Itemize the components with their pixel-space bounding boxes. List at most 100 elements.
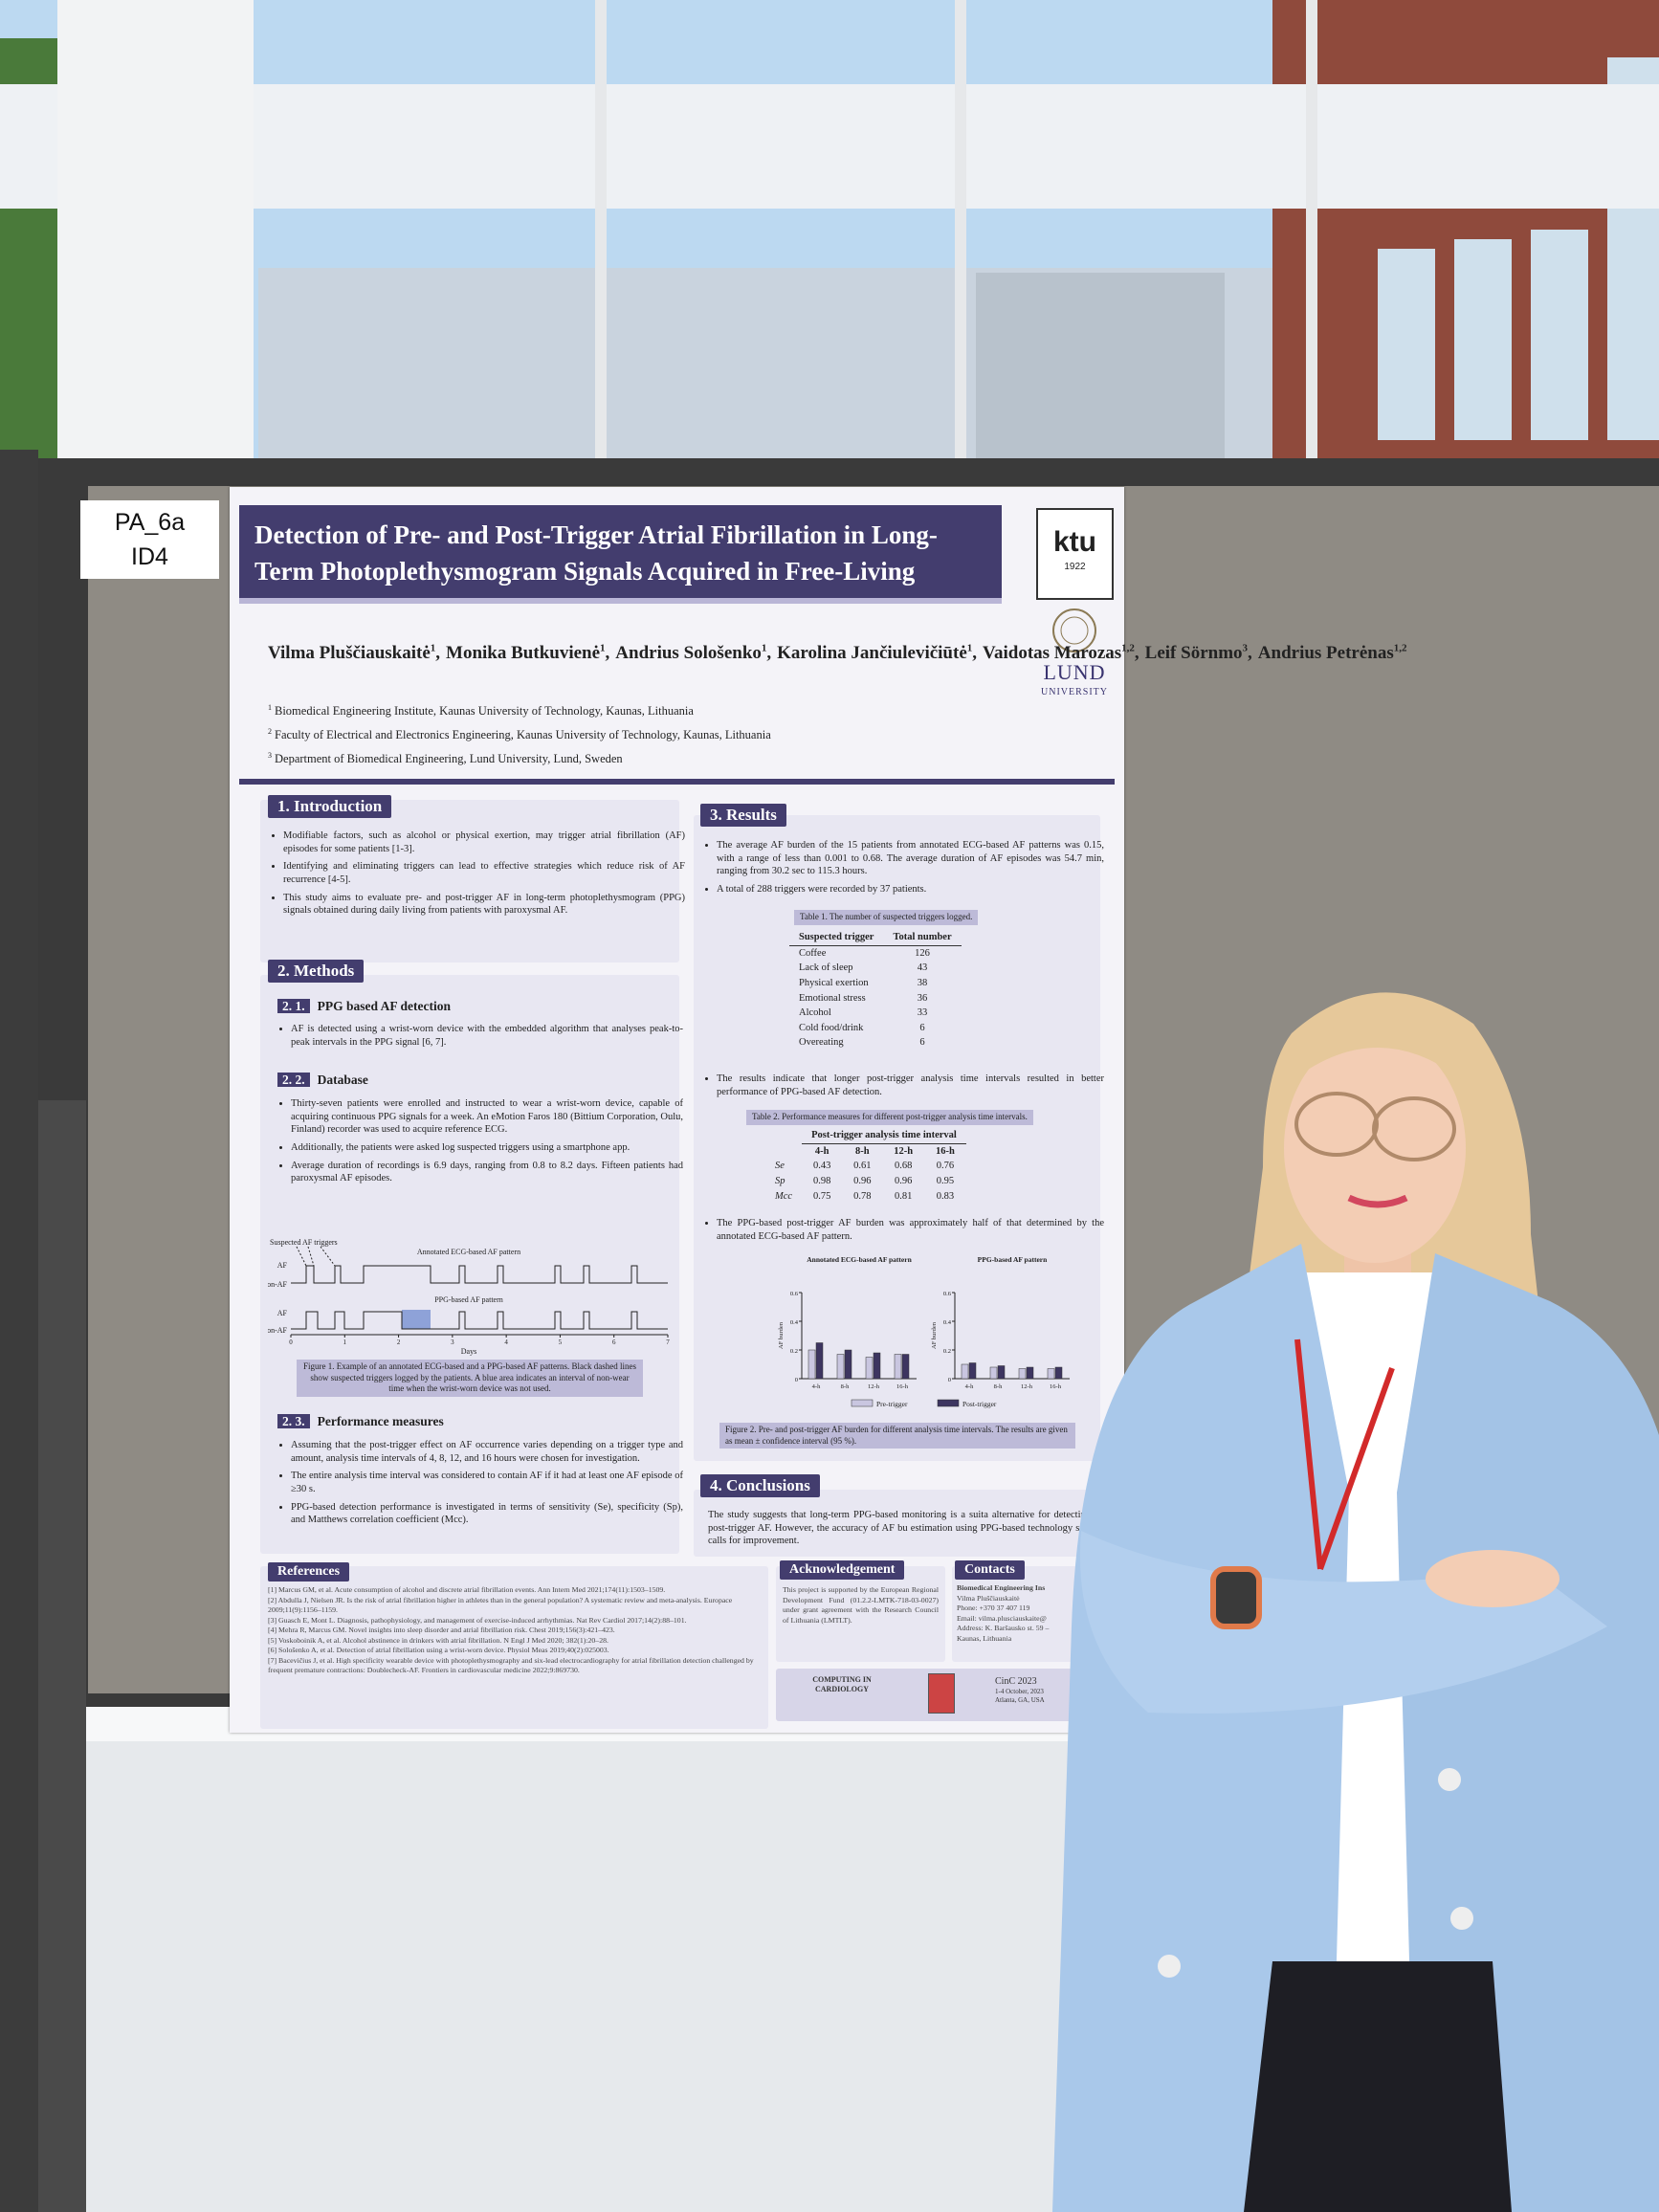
results-list: The PPG-based post-trigger AF burden was…	[703, 1217, 1104, 1248]
panel-title: Annotated ECG-based AF pattern	[807, 1255, 912, 1264]
logo-text: LUND	[1043, 659, 1106, 684]
label-line: ID4	[131, 543, 168, 570]
logo-year: 1922	[1064, 562, 1086, 572]
table-cell: 0.98	[812, 1175, 831, 1186]
table-cell: Alcohol	[799, 1007, 831, 1019]
x-tick-label: 12-h	[1021, 1383, 1033, 1390]
author-name: Vilma Pluščiauskaitė	[268, 643, 431, 664]
author: Monika Butkuvienė1,	[446, 643, 609, 663]
section-heading: 3. Results	[700, 804, 786, 828]
bar	[865, 1357, 874, 1380]
author-name: Leif Sörnmo	[1144, 643, 1243, 664]
bar	[873, 1352, 881, 1380]
contact-line: Phone: +370 37 407 119	[957, 1604, 1030, 1613]
sub-number: 2. 1.	[277, 999, 310, 1013]
table-cell: 43	[917, 962, 928, 974]
subheading: 2. 2. Database	[277, 1072, 368, 1089]
table-row: Se 0.43 0.61 0.68 0.76	[765, 1159, 966, 1174]
table-cell: 0.75	[812, 1190, 831, 1202]
separator: ,	[605, 643, 610, 664]
non-wear	[402, 1310, 431, 1329]
y-tick-label: 0.4	[943, 1319, 952, 1326]
reference: [5] Voskoboinik A, et al. Alcohol abstin…	[268, 1635, 608, 1645]
cinc-logo: COMPUTING IN CARDIOLOGY	[812, 1675, 872, 1694]
logo-text: ktu	[1053, 526, 1096, 558]
reference: [1] Marcus GM, et al. Acute consumption …	[268, 1585, 666, 1594]
bullet: A total of 288 triggers were recorded by…	[717, 883, 1104, 896]
section-box	[260, 1566, 768, 1729]
table-row: Lack of sleep 43	[789, 961, 962, 976]
author: Andrius Petrėnas1,2	[1258, 643, 1407, 663]
face	[1284, 1033, 1466, 1263]
table-1: Suspected trigger Total number Coffee 126 La…	[789, 930, 962, 1051]
bullet: Identifying and eliminating triggers can…	[283, 860, 685, 886]
figure-2: Annotated ECG-based AF pattern 0 0.2 0.4 0.6…	[778, 1255, 1070, 1408]
sub-title: PPG based AF detection	[317, 999, 451, 1013]
author-affiliation: 1	[761, 643, 767, 654]
logo-text: UNIVERSITY	[1041, 687, 1108, 698]
beam	[0, 84, 1659, 209]
figure-caption: Figure 2. Pre- and post-trigger AF burde…	[719, 1423, 1075, 1449]
author-affiliation: 1	[430, 643, 436, 654]
bar	[836, 1354, 845, 1380]
trigger-lines	[296, 1246, 336, 1267]
table-cell: 0.81	[895, 1190, 913, 1202]
ktu-logo: ktu 1922	[1036, 508, 1114, 600]
figure-label: Suspected AF triggers	[270, 1238, 338, 1247]
bullet: This study aims to evaluate pre- and pos…	[283, 892, 685, 918]
poster-title: Detection of Pre- and Post-Trigger Atria…	[239, 505, 1002, 604]
place: Atlanta, GA, USA	[995, 1696, 1045, 1705]
bullet: Average duration of recordings is 6.9 da…	[291, 1160, 683, 1185]
sub-number: 2. 2.	[277, 1073, 310, 1087]
author: Andrius Sološenko1,	[615, 643, 771, 663]
column-header: 12-h	[894, 1145, 914, 1157]
panel-title: PPG-based AF pattern	[978, 1255, 1048, 1264]
conclusions-text: The study suggests that long-term PPG-ba…	[708, 1510, 1091, 1547]
table-cell: Physical exertion	[799, 977, 869, 988]
trousers	[1244, 1961, 1512, 2212]
separator: ,	[435, 643, 441, 664]
table-cell: 36	[917, 992, 928, 1004]
section-box	[260, 800, 679, 962]
cinc-emblem	[928, 1673, 955, 1714]
building-tall	[976, 273, 1225, 469]
y-axis-label: AF burden	[931, 1321, 938, 1349]
author-name: Karolina Jančiulevičiūtė	[777, 643, 967, 664]
x-tick-label: 4-h	[812, 1383, 821, 1390]
x-tick-label: 2	[397, 1338, 401, 1346]
table-cell: Overeating	[799, 1037, 844, 1049]
bullet: The results indicate that longer post-tr…	[717, 1073, 1104, 1098]
column-header: Suspected trigger	[799, 932, 874, 942]
contacts: Biomedical Engineering Ins Vilma Pluščiau…	[957, 1583, 1098, 1644]
bar	[894, 1354, 902, 1380]
separator: ,	[1134, 643, 1139, 664]
lund-seal	[1052, 608, 1096, 653]
table-cell: Emotional stress	[799, 992, 866, 1004]
lanyard	[1294, 1338, 1323, 1570]
bar	[997, 1365, 1006, 1380]
bullet: Thirty-seven patients were enrolled and …	[291, 1097, 683, 1137]
author: Karolina Jančiulevičiūtė1,	[777, 643, 977, 663]
table-caption: Table 1. The number of suspected trigger…	[794, 910, 979, 925]
intro-list: Modifiable factors, such as alcohol or p…	[270, 830, 685, 922]
table-cell: 0.61	[853, 1161, 872, 1172]
table-cell: 6	[919, 1037, 925, 1049]
table-row: Cold food/drink 6	[789, 1021, 962, 1036]
conference: CinC 2023	[995, 1676, 1037, 1687]
x-tick-label: 16-h	[1050, 1383, 1062, 1390]
bar	[1047, 1368, 1055, 1380]
table-cell: 126	[915, 947, 930, 959]
bullet: Assuming that the post-trigger effect on…	[291, 1439, 683, 1465]
y-tick-label: 0	[948, 1377, 951, 1383]
references: [1] Marcus GM, et al. Acute consumption …	[268, 1585, 761, 1676]
authors: Vilma Pluščiauskaitė1, Monika Butkuvienė1…	[268, 635, 1407, 667]
table-row: Coffee 126	[789, 945, 962, 961]
column-header: Total number	[893, 932, 952, 942]
contact-line: Email: vilma.plusciauskaite@	[957, 1613, 1047, 1623]
label-line: PA_6a	[114, 509, 186, 536]
figure-1: Suspected AF triggers Annotated ECG-based…	[268, 1238, 670, 1356]
bullet: PPG-based detection performance is inves…	[291, 1501, 683, 1527]
methods-list: Thirty-seven patients were enrolled and …	[277, 1097, 683, 1190]
affiliation: 1 Biomedical Engineering Institute, Kauna…	[268, 697, 957, 721]
